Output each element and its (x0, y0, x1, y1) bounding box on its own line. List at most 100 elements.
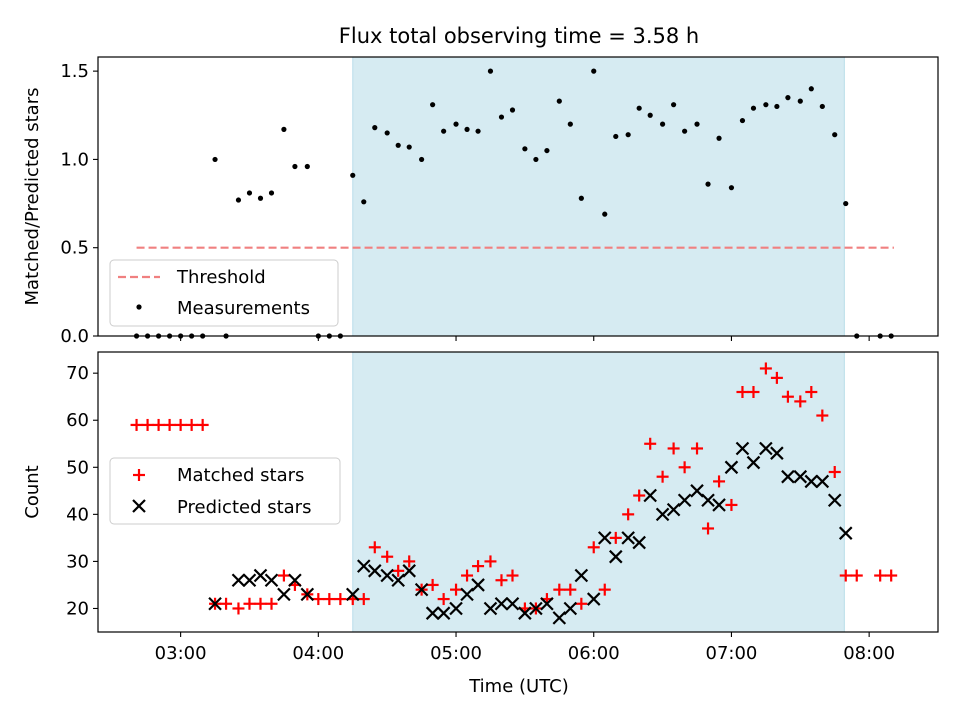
legend-predicted-label: Predicted stars (177, 497, 311, 518)
predicted-star-point (494, 596, 509, 611)
legend-matched-label: Matched stars (177, 465, 304, 486)
x-tick-label: 03:00 (155, 643, 207, 664)
measurement-point (832, 132, 838, 138)
predicted-star-point (608, 549, 623, 564)
y-tick-label: 70 (66, 363, 89, 384)
predicted-star-point (793, 469, 808, 484)
predicted-star-point (505, 596, 520, 611)
measurement-point (475, 128, 481, 134)
predicted-star-point (208, 596, 222, 611)
measurement-point (636, 105, 642, 111)
matched-star-point (667, 442, 680, 455)
x-tick-label: 05:00 (430, 643, 482, 664)
matched-star-point (196, 418, 209, 431)
matched-star-point (850, 569, 863, 582)
x-tick-label: 06:00 (568, 643, 620, 664)
predicted-star-point (368, 564, 382, 578)
measurement-point (304, 163, 310, 170)
predicted-star-point (540, 596, 554, 611)
measurement-point (212, 156, 218, 163)
predicted-star-point (574, 568, 589, 583)
predicted-star-point (460, 587, 474, 602)
matched-star-point (461, 569, 474, 582)
matched-star-point (232, 602, 245, 615)
predicted-star-point (402, 564, 416, 578)
matched-star-point (265, 597, 278, 610)
y-tick-label: 1.0 (60, 149, 89, 170)
predicted-star-point (231, 573, 246, 588)
measurement-point (281, 126, 287, 132)
matched-star-point (644, 437, 657, 450)
predicted-star-point (380, 568, 394, 583)
matched-star-point (839, 569, 852, 582)
matched-star-point (484, 555, 497, 568)
predicted-star-point (288, 573, 302, 588)
measurement-point (602, 211, 608, 217)
matched-star-point (392, 564, 405, 577)
predicted-star-point (666, 502, 681, 517)
predicted-star-point (827, 493, 842, 508)
matched-star-point (622, 508, 635, 521)
measurement-point (774, 103, 780, 110)
top-shaded-region (352, 56, 845, 337)
measurement-point (395, 142, 401, 148)
measurement-point (384, 130, 390, 136)
matched-star-point (243, 597, 256, 610)
matched-star-point (506, 569, 519, 582)
predicted-star-point (277, 587, 291, 602)
measurement-point (509, 107, 516, 113)
predicted-star-point (586, 592, 601, 606)
y-tick-label: 60 (66, 410, 89, 431)
y-tick-label: 30 (66, 551, 89, 572)
matched-star-point (334, 593, 347, 606)
bottom-legend-box (109, 457, 341, 525)
predicted-star-point (838, 526, 853, 540)
predicted-star-point (518, 606, 532, 620)
matched-stars-points (130, 362, 898, 615)
bottom-x-axis: 03:00 04:00 05:00 06:00 07:00 08:00 (155, 632, 895, 664)
predicted-star-point (701, 493, 715, 508)
measurement-point (246, 190, 253, 196)
y-tick-label: 1.5 (60, 61, 89, 82)
matched-star-point (130, 418, 143, 431)
measurement-point (797, 98, 803, 104)
matched-star-point (713, 475, 726, 488)
predicted-star-point (621, 531, 635, 545)
measurement-point (625, 132, 631, 138)
legend-threshold-label: Threshold (176, 267, 266, 288)
predicted-star-point (483, 601, 498, 616)
predicted-star-point (242, 573, 257, 588)
matched-star-point (794, 395, 807, 408)
measurement-point (567, 121, 573, 127)
matched-star-point (575, 597, 588, 610)
measurement-point (763, 102, 769, 108)
predicted-star-point (436, 606, 451, 620)
bottom-legend: Matched stars Predicted stars (109, 457, 341, 525)
matched-star-point (736, 386, 749, 398)
measurement-point (716, 135, 722, 141)
matched-star-point (759, 362, 772, 375)
matched-star-point (816, 409, 829, 422)
y-tick-label: 0.0 (60, 326, 89, 347)
predicted-star-point (471, 578, 485, 592)
measurement-point (350, 172, 356, 178)
measurement-point (819, 103, 825, 110)
top-panel: 0.0 0.5 1.0 1.5 Matched/Predicted stars Thr… (22, 56, 939, 347)
bottom-y-axis-label: Count (22, 465, 43, 518)
matched-star-point (323, 593, 336, 606)
bottom-axes-frame (97, 351, 939, 633)
matched-star-point (770, 371, 783, 384)
matched-star-point (553, 583, 566, 596)
matched-star-point (587, 541, 600, 554)
matched-star-point (368, 541, 381, 554)
top-x-ticks (180, 336, 870, 341)
matched-star-point (254, 597, 267, 610)
predicted-star-point (425, 606, 440, 620)
legend-measurements-label: Measurements (177, 298, 310, 319)
matched-star-point (141, 418, 154, 431)
measurement-point (671, 102, 677, 108)
measurement-point (591, 68, 597, 74)
top-legend: Threshold Measurements (109, 259, 339, 327)
predicted-star-point (552, 611, 567, 625)
measurement-point (453, 121, 459, 127)
